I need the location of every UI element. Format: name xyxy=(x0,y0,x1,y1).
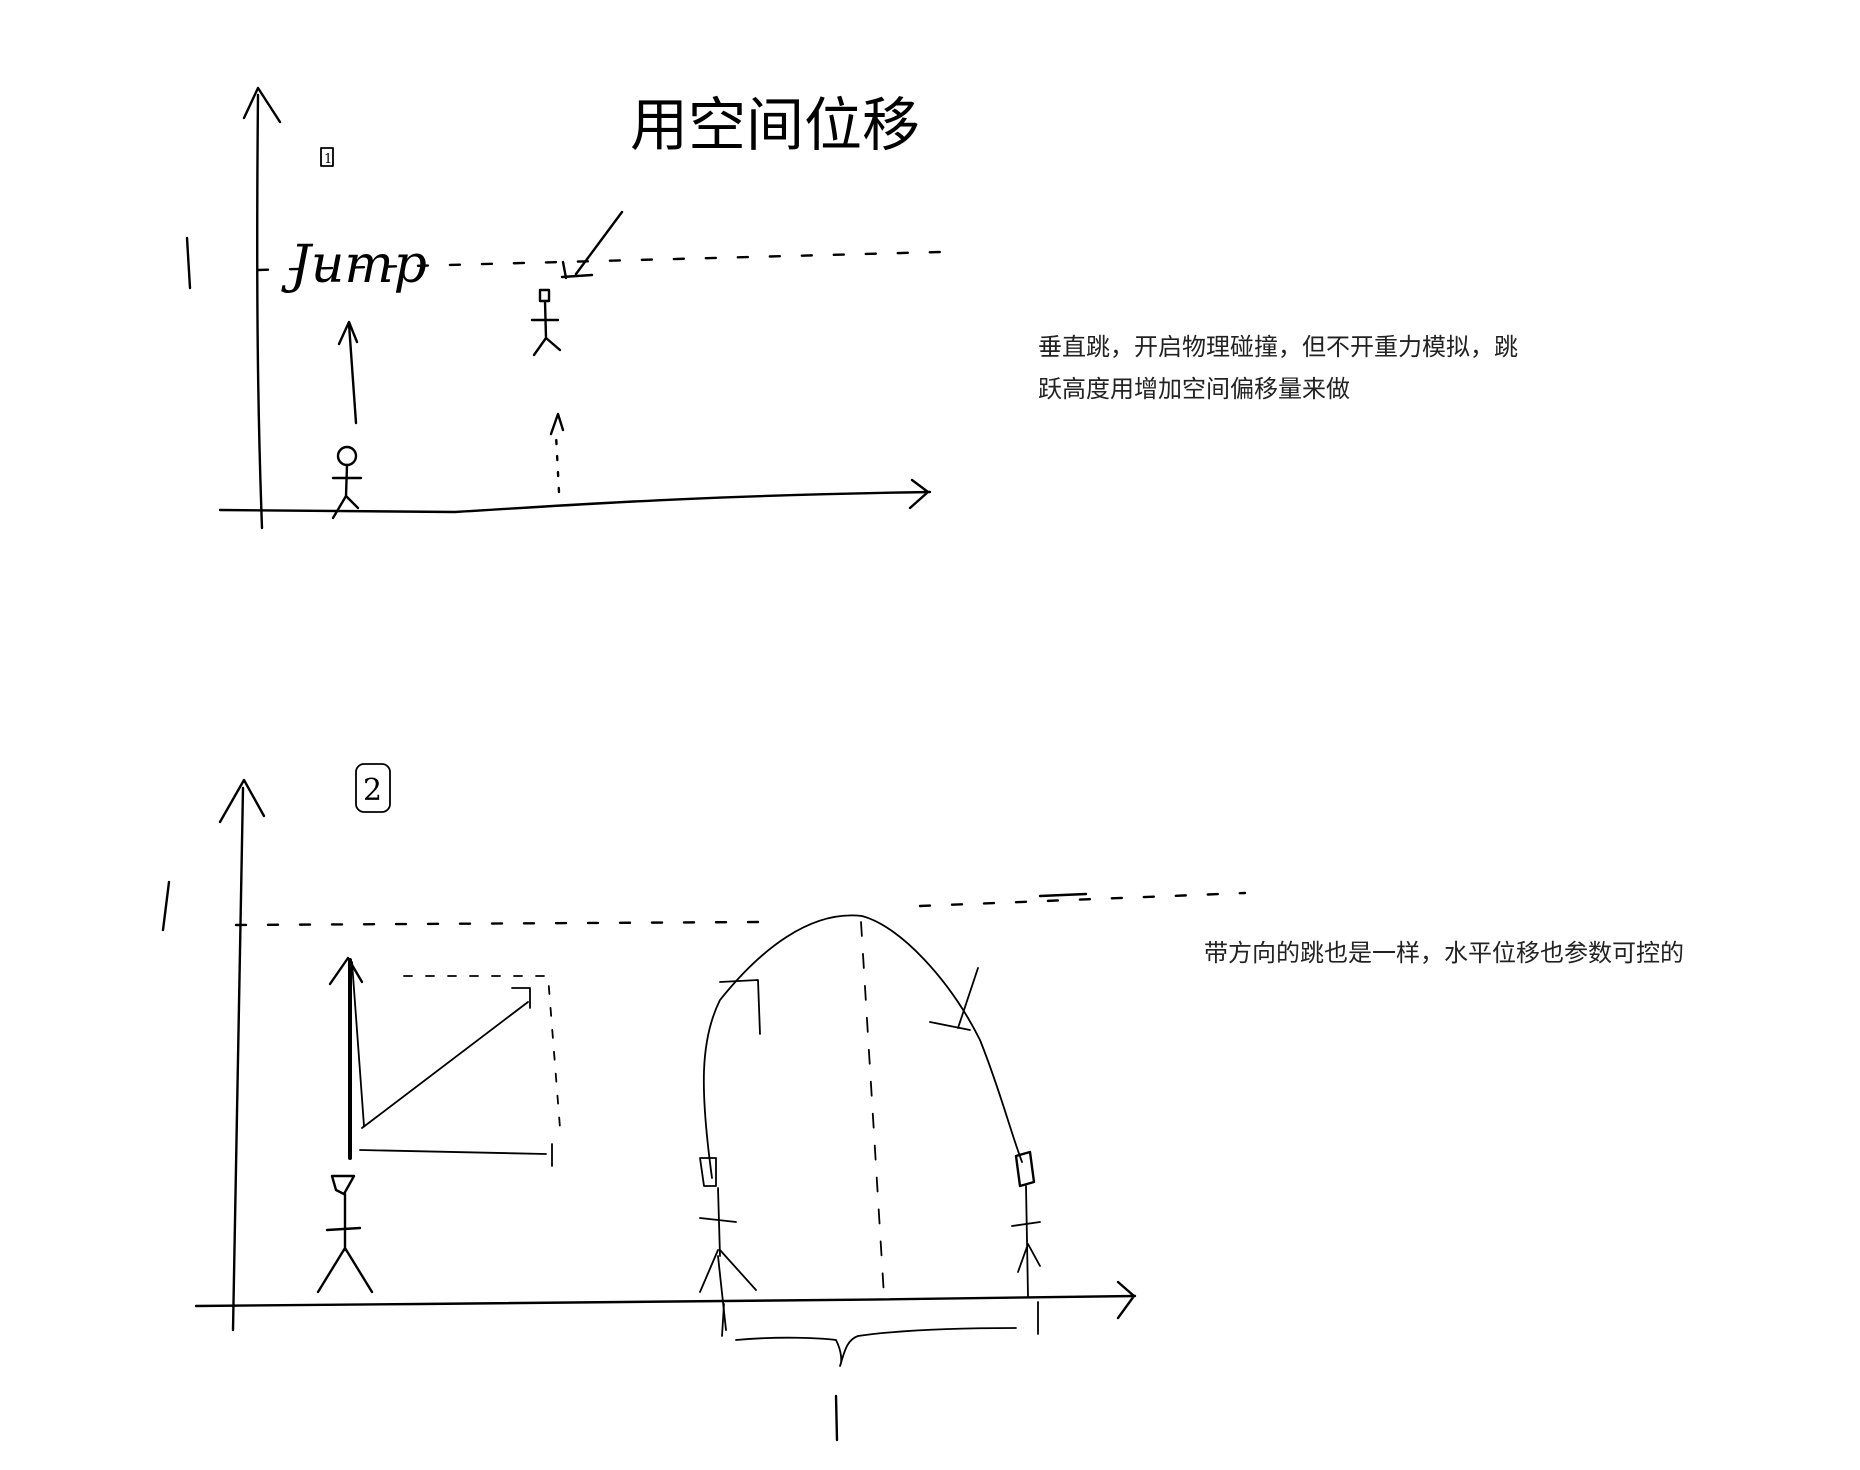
sketch-1-number-label: 1 xyxy=(324,152,332,167)
sketch-2-note: 带方向的跳也是一样，水平位移也参数可控的 xyxy=(1204,939,1684,967)
sketch-2-jump-arc xyxy=(702,914,1023,1179)
sketch-2-apex-line xyxy=(860,921,885,1297)
sketch-1-jump-arrow xyxy=(337,320,359,425)
sketch-2-figure-start xyxy=(316,1174,374,1294)
sketch-2-x-axis xyxy=(194,1280,1137,1320)
sketch-1-annotation-label: 用空间位移 xyxy=(630,91,920,159)
sketch-2-arc-end-marker xyxy=(929,967,979,1031)
sketch-1-rise-arrow xyxy=(549,412,565,436)
sketch-2-inset-diagram xyxy=(328,956,561,1167)
sketch-1-jump-label: Jump xyxy=(281,235,427,295)
sketch-2-directional-jump: 1 2 xyxy=(150,763,1247,1442)
sketch-1-number-box xyxy=(320,147,334,167)
sketch-1-dotted-trajectory xyxy=(554,433,561,494)
sketch-1-height-tick-label: 1 xyxy=(180,249,181,251)
sketch-2-height-line xyxy=(234,891,1247,927)
sketch-2-range-tick-label: 1 xyxy=(820,1419,821,1421)
sketch-1-height-tick xyxy=(185,236,192,290)
sketch-2-number-label: 2 xyxy=(363,773,382,808)
sketch-2-figure-takeoff xyxy=(699,1157,757,1331)
sketch-2-height-line-segment xyxy=(1038,892,1088,898)
sketch-2-height-tick-label: 1 xyxy=(150,899,151,901)
sketch-2-arc-start-marker xyxy=(719,979,761,1035)
sketch-2-y-axis xyxy=(218,778,266,1332)
sketch-1-note: 垂直跳，开启物理碰撞，但不开重力模拟，跳跃高度用增加空间偏移量来做 xyxy=(1038,333,1518,403)
sketch-2-figure-landing xyxy=(1011,1150,1041,1297)
sketch-2-distance-tick xyxy=(834,1394,839,1442)
sketch-1-vertical-jump: 1 1 Jump 用空间位移 xyxy=(180,86,942,530)
sketch-2-height-tick xyxy=(161,880,171,932)
sketch-1-annotation-arrow xyxy=(560,210,624,280)
sketch-2-distance-brace xyxy=(721,1301,1039,1367)
sketch-1-figure-airborne xyxy=(530,288,562,357)
sketch-1-y-axis xyxy=(242,86,282,530)
sketch-2-number-box xyxy=(355,763,391,813)
sketch-1-figure-start xyxy=(331,445,363,520)
sketch-1-x-axis xyxy=(218,478,932,514)
